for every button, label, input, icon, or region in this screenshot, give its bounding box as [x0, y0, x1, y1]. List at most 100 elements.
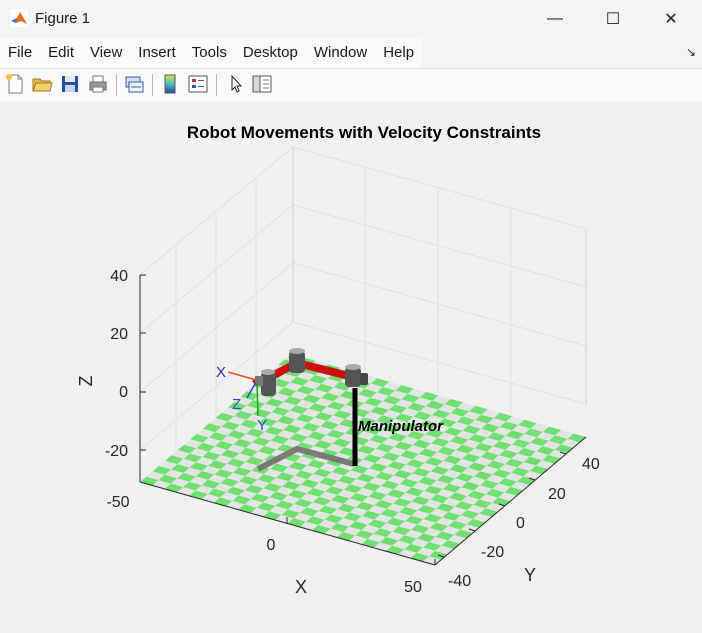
open-file-icon[interactable] — [31, 73, 53, 95]
floor-tile — [376, 415, 395, 424]
floor-tile — [467, 462, 487, 472]
floor-tile — [332, 438, 351, 448]
floor-tile — [542, 440, 562, 450]
floor-tile — [468, 448, 487, 457]
maximize-button[interactable]: ☐ — [584, 0, 642, 38]
floor-tile — [411, 482, 431, 491]
floor-tile — [332, 424, 352, 434]
minimize-button[interactable]: — — [526, 0, 584, 38]
menu-help[interactable]: Help — [383, 44, 415, 61]
floor-tile — [370, 392, 389, 402]
floor-tile — [481, 409, 500, 419]
floor-tile — [319, 491, 338, 501]
floor-tile — [189, 476, 208, 486]
floor-tile — [318, 505, 338, 515]
floor-tile — [380, 508, 399, 518]
floor-tile — [183, 481, 202, 491]
dock-arrow-icon[interactable]: ↘ — [685, 45, 696, 59]
floor-tile — [331, 495, 350, 504]
menu-desktop[interactable]: Desktop — [242, 44, 298, 61]
plot-axes-3d[interactable]: -50 0 50 -40 -20 0 20 40 40 20 0 -20 X Y… — [0, 101, 702, 628]
floor-tile — [177, 458, 196, 468]
floor-tile — [375, 457, 394, 467]
floor-tile — [432, 395, 451, 405]
menu-edit[interactable]: Edit — [48, 44, 75, 61]
floor-tile — [232, 467, 252, 477]
floor-tile — [404, 544, 423, 553]
floor-tile — [454, 515, 473, 525]
menu-tools[interactable]: Tools — [191, 44, 227, 61]
insert-legend-icon[interactable] — [187, 73, 209, 95]
floor-tile — [498, 492, 517, 501]
close-button[interactable]: ✕ — [642, 0, 700, 38]
floor-tile — [474, 457, 493, 466]
menu-insert[interactable]: Insert — [138, 44, 176, 61]
floor-tile — [504, 486, 524, 496]
floor-tile — [325, 486, 344, 495]
floor-tile — [386, 531, 405, 541]
floor-tile — [393, 455, 413, 465]
floor-tile — [383, 381, 402, 391]
floor-tile — [227, 416, 247, 425]
floor-tile — [337, 503, 356, 513]
floor-tile — [425, 429, 444, 438]
floor-tile — [294, 484, 313, 494]
property-inspector-icon[interactable] — [251, 73, 273, 95]
y-tick-labels: -40 -20 0 20 40 — [448, 456, 600, 590]
floor-tile — [449, 436, 469, 445]
floor-tile — [349, 493, 369, 502]
floor-tile — [246, 414, 265, 423]
floor-tile — [309, 375, 328, 384]
menu-window[interactable]: Window — [313, 44, 368, 61]
floor-tile — [220, 449, 240, 459]
floor-tile — [214, 440, 234, 450]
floor-tile — [344, 470, 363, 479]
floor-tile — [504, 472, 524, 482]
new-figure-icon[interactable] — [4, 73, 26, 95]
floor-tile — [536, 432, 556, 441]
menu-view[interactable]: View — [90, 44, 123, 61]
floor-tile — [374, 500, 393, 509]
floor-tile — [413, 425, 432, 435]
z-tick-label: -20 — [105, 443, 128, 460]
floor-tile — [282, 467, 301, 476]
floor-tile — [542, 454, 561, 464]
menu-strip: File Edit View Insert Tools Desktop Wind… — [0, 38, 423, 68]
floor-tile — [430, 466, 450, 475]
floor-tile — [295, 428, 315, 437]
floor-tile — [387, 447, 407, 456]
floor-tile — [361, 510, 381, 520]
floor-tile — [251, 451, 271, 461]
floor-tile — [276, 472, 295, 482]
floor-tile — [258, 431, 277, 441]
floor-tile — [373, 528, 393, 537]
floor-tile — [264, 440, 283, 450]
floor-tile — [195, 485, 214, 494]
floor-tile — [324, 514, 344, 524]
floor-tile — [362, 496, 381, 506]
floor-tile — [240, 405, 259, 415]
link-plot-icon[interactable] — [123, 73, 145, 95]
floor-tile — [448, 520, 467, 530]
floor-tile — [436, 489, 455, 498]
floor-tile — [295, 414, 315, 423]
floor-tile — [423, 513, 443, 523]
insert-colorbar-icon[interactable] — [159, 73, 181, 95]
save-icon[interactable] — [59, 73, 81, 95]
floor-tile — [561, 438, 580, 448]
floor-tile — [190, 448, 209, 457]
menu-file[interactable]: File — [8, 44, 33, 61]
floor-tile — [184, 439, 203, 449]
print-icon[interactable] — [87, 73, 109, 95]
floor-tile — [407, 388, 427, 398]
floor-tile — [296, 399, 315, 409]
floor-tile — [431, 452, 450, 461]
floor-tile — [405, 473, 425, 483]
floor-tile — [405, 501, 424, 511]
edit-plot-pointer-icon[interactable] — [225, 73, 247, 95]
floor-tile — [312, 511, 331, 520]
floor-tile — [455, 487, 474, 496]
close-icon: ✕ — [664, 11, 678, 28]
floor-tile — [233, 424, 253, 434]
floor-tile — [307, 473, 326, 483]
